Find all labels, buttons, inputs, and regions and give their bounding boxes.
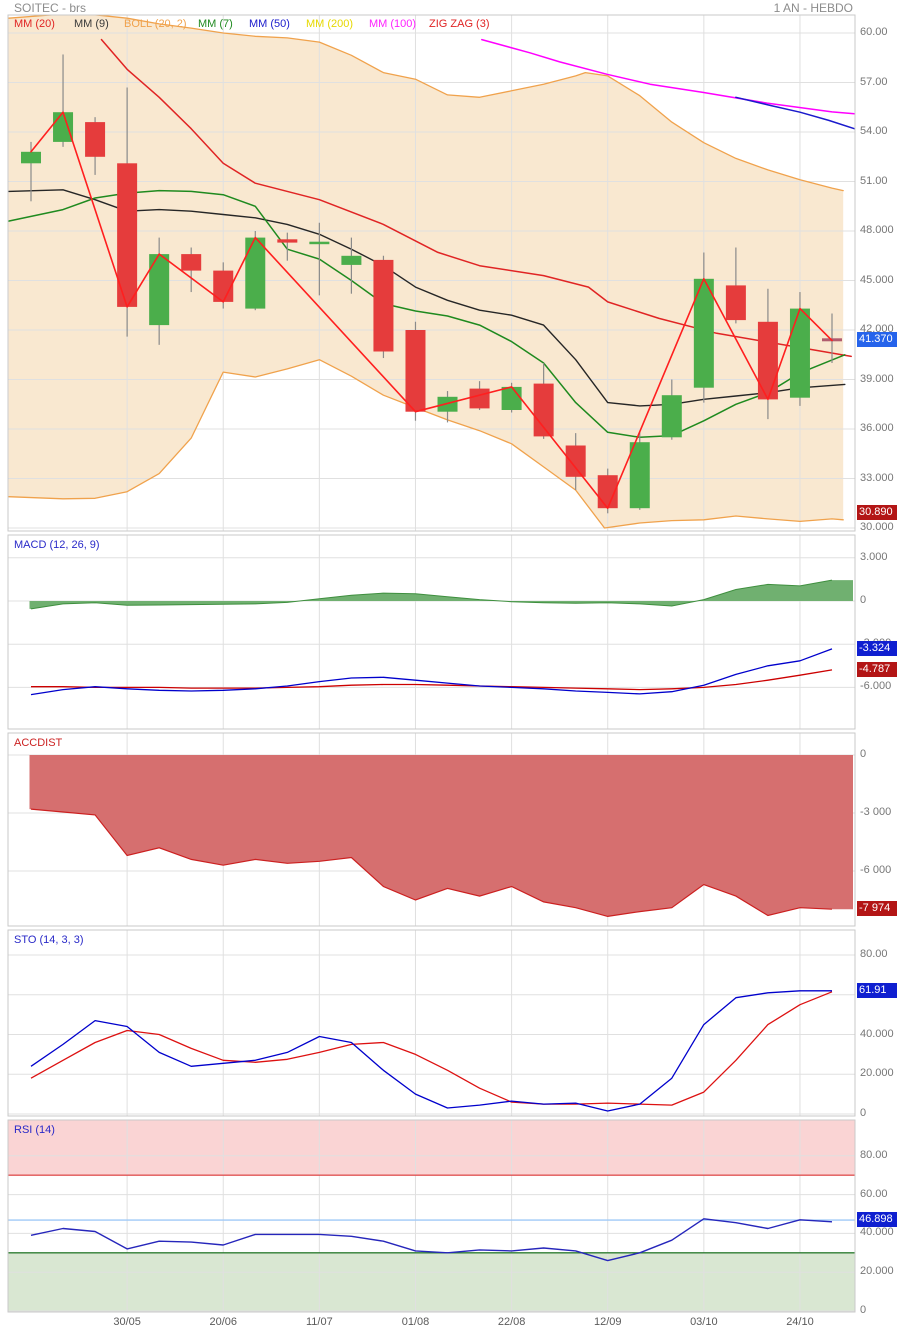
rsi-axis-label: 80.00: [860, 1148, 888, 1161]
rsi-axis-label: 0: [860, 1304, 867, 1316]
signal-value-badge: -4.787: [857, 661, 897, 677]
accdist-axis-label: 0: [860, 748, 867, 760]
legend-item-mm-100[interactable]: MM (100): [369, 18, 417, 30]
date-label: 11/07: [306, 1316, 333, 1328]
sto-axis-label: 40.000: [860, 1027, 894, 1040]
rsi-value-badge: 46.898: [857, 1212, 897, 1228]
price-axis-label: 60.00: [860, 26, 888, 38]
price-axis-label: 57.00: [860, 75, 888, 88]
sto-value-badge: 61.91: [857, 982, 897, 998]
rsi-axis-label: 40.000: [860, 1226, 894, 1239]
accdist-panel-label: ACCDIST: [14, 737, 63, 749]
macd-panel-label: MACD (12, 26, 9): [14, 539, 100, 551]
date-label: 03/10: [690, 1316, 718, 1328]
legend-item-boll-20-2[interactable]: BOLL (20, 2): [124, 18, 187, 30]
rsi-panel-label: RSI (14): [14, 1124, 55, 1136]
price-axis-label: 42.000: [860, 323, 894, 335]
legend-item-mm-9[interactable]: MM (9): [74, 18, 109, 30]
legend-item-mm-7[interactable]: MM (7): [198, 18, 233, 30]
period-low-badge: 30.890: [857, 505, 897, 521]
accdist-axis-label: -3 000: [860, 806, 892, 818]
price-axis-label: 39.000: [860, 372, 894, 385]
price-axis-label: 30.000: [860, 521, 894, 533]
rsi-axis-label: 20.000: [860, 1265, 894, 1278]
macd-value-badge: -3.324: [857, 640, 897, 656]
price-axis-label: 33.000: [860, 471, 894, 484]
legend-item-mm-20[interactable]: MM (20): [14, 18, 55, 30]
macd-axis-label: 0: [860, 594, 867, 606]
sto-axis-label: 80.00: [860, 948, 888, 960]
symbol-title: SOITEC - brs: [14, 1, 87, 15]
legend-item-mm-200[interactable]: MM (200): [306, 18, 354, 30]
legend-item-mm-50[interactable]: MM (50): [249, 18, 290, 30]
price-axis-label: 45.000: [860, 273, 894, 286]
sto-panel-label: STO (14, 3, 3): [14, 934, 84, 946]
sto-axis-label: 0: [860, 1107, 867, 1119]
macd-axis-label: -6.000: [860, 680, 892, 693]
price-axis-label: 51.00: [860, 174, 888, 187]
legend-item-zig-zag-3[interactable]: ZIG ZAG (3): [429, 18, 490, 30]
macd-axis-label: 3.000: [860, 550, 888, 563]
date-label: 24/10: [786, 1316, 814, 1328]
price-axis-label: 54.00: [860, 125, 888, 137]
accdist-value-badge: -7 974: [857, 901, 897, 917]
rsi-axis-label: 60.00: [860, 1187, 888, 1200]
accdist-axis-label: -6 000: [860, 864, 892, 876]
last-price-badge: 41.370: [857, 332, 897, 348]
price-axis-label: 48.000: [860, 224, 894, 236]
sto-axis-label: 20.000: [860, 1067, 894, 1080]
price-axis-label: 36.000: [860, 422, 894, 434]
date-label: 20/06: [209, 1316, 237, 1328]
date-label: 30/05: [113, 1316, 141, 1328]
date-label: 22/08: [497, 1316, 526, 1328]
date-label: 12/09: [593, 1316, 622, 1328]
date-label: 01/08: [401, 1316, 430, 1328]
timeframe-label: 1 AN - HEBDO: [773, 1, 853, 15]
